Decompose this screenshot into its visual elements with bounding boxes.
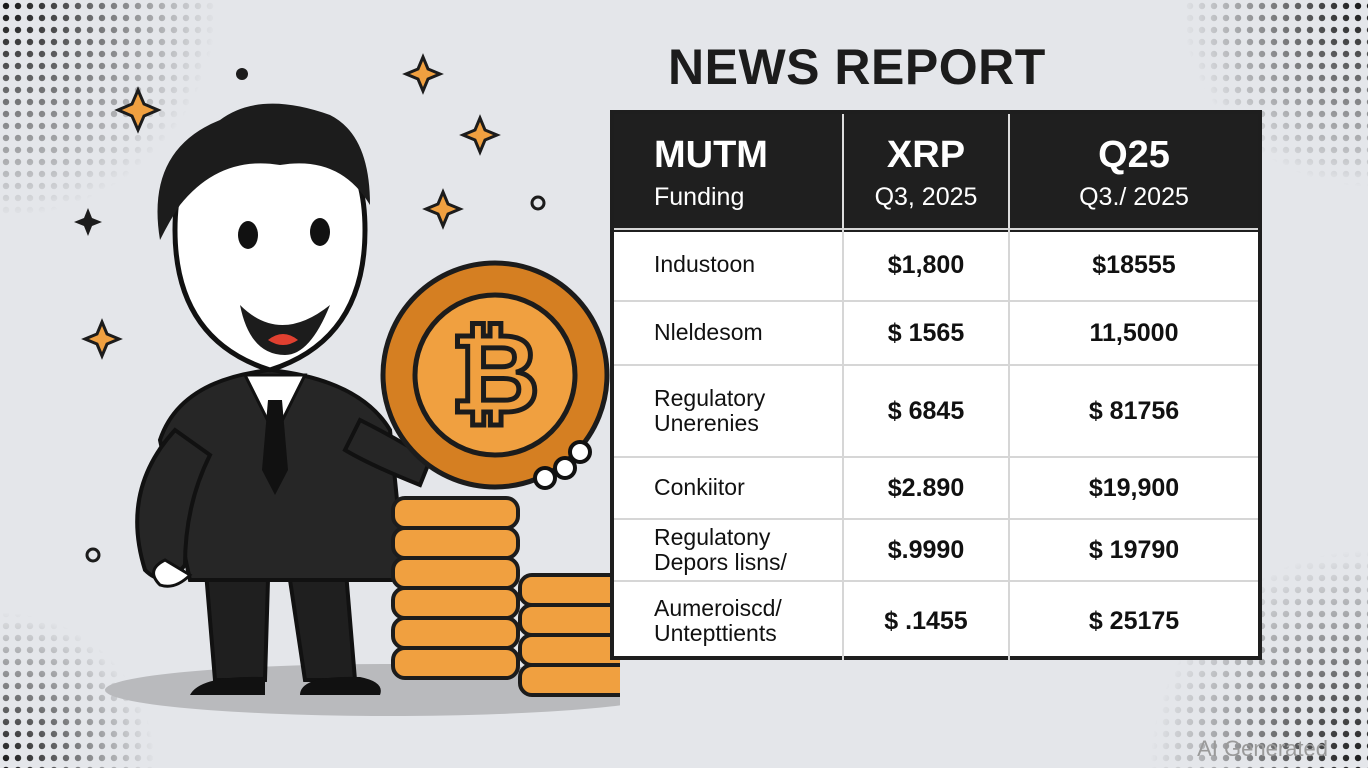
table-row: Regulatory Unerenies $ 6845 $ 81756: [614, 364, 1258, 456]
row-label-line: Regulatory: [654, 384, 766, 411]
row-label: Regulatory Unerenies: [614, 366, 844, 456]
value-q25: 11,5000: [1089, 318, 1179, 347]
businessman-illustration: ₿: [74, 53, 620, 716]
header-sub: Funding: [654, 183, 745, 211]
header-main: Q25: [1098, 134, 1170, 176]
value-q25: $ 19790: [1088, 535, 1180, 564]
news-report-table: MUTM Funding XRP Q3, 2025 Q25 Q3./ 2025 …: [610, 110, 1262, 660]
svg-text:₿: ₿: [450, 310, 540, 438]
row-label: Industoon: [614, 230, 844, 300]
value-xrp: $ 6845: [844, 366, 1010, 456]
value-xrp: $ .1455: [844, 582, 1010, 660]
header-q25: Q25 Q3./ 2025: [1010, 114, 1258, 232]
table-row: Aumeroiscd/Untepttients $ .1455 $ 25175: [614, 580, 1258, 660]
value-q25: $ 25175: [1088, 606, 1180, 635]
header-sub: Q3, 2025: [874, 183, 978, 211]
row-label-line: Unerenies: [654, 410, 759, 436]
value-xrp: $2.890: [844, 458, 1010, 518]
table-row: Regulatony Depors lisns/$.9990 $ 19790: [614, 518, 1258, 580]
header-mutm: MUTM Funding: [614, 114, 844, 232]
row-label-line: Industoon: [654, 251, 756, 278]
row-label: Conkiitor: [614, 458, 844, 518]
bitcoin-coin-icon: ₿: [380, 260, 610, 490]
value-q25: $18555: [1092, 250, 1176, 279]
value-q25: $19,900: [1088, 473, 1180, 502]
row-label-line: Regulatony: [654, 523, 771, 550]
row-label-line: Depors lisns/: [654, 549, 787, 575]
header-sub: Q3./ 2025: [1079, 183, 1189, 211]
row-label-line: Conkiitor: [654, 474, 745, 501]
table-row: Nleldesom $ 1565 11,5000: [614, 300, 1258, 364]
value-xrp: $1,800: [844, 230, 1010, 300]
header-xrp: XRP Q3, 2025: [844, 114, 1010, 232]
table-row: Industoon $1,800 $18555: [614, 228, 1258, 300]
table-header: MUTM Funding XRP Q3, 2025 Q25 Q3./ 2025: [614, 114, 1258, 232]
value-xrp: $.9990: [844, 520, 1010, 580]
value-q25: $ 81756: [1088, 396, 1180, 425]
row-label-line: Aumeroiscd/: [654, 594, 782, 621]
header-main: XRP: [886, 134, 966, 176]
watermark: AI Generated: [1197, 736, 1328, 761]
row-label: Aumeroiscd/Untepttients: [614, 582, 844, 660]
sparkle-icons: [81, 53, 501, 360]
row-label-line: Untepttients: [654, 620, 777, 646]
page-title: NEWS REPORT: [668, 39, 1046, 95]
value-xrp: $ 1565: [844, 302, 1010, 364]
row-label-line: Nleldesom: [654, 319, 763, 346]
table-row: Conkiitor $2.890 $19,900: [614, 456, 1258, 518]
header-main: MUTM: [654, 134, 768, 176]
row-label: Regulatony Depors lisns/: [614, 520, 844, 580]
row-label: Nleldesom: [614, 302, 844, 364]
coin-stack: [391, 496, 620, 697]
